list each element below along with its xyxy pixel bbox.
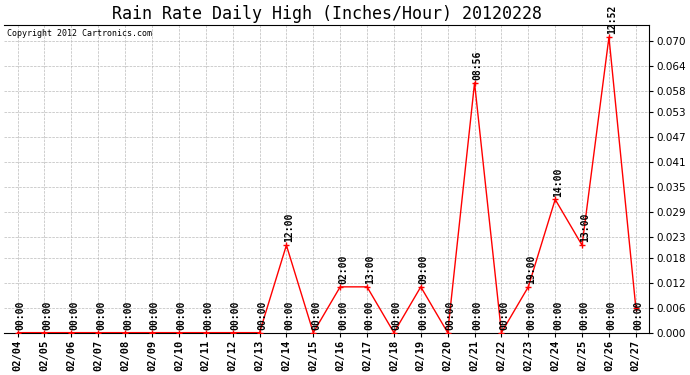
Text: 00:00: 00:00 xyxy=(204,300,213,330)
Text: 00:00: 00:00 xyxy=(123,300,133,330)
Text: 00:00: 00:00 xyxy=(553,300,563,330)
Title: Rain Rate Daily High (Inches/Hour) 20120228: Rain Rate Daily High (Inches/Hour) 20120… xyxy=(112,5,542,23)
Text: 00:00: 00:00 xyxy=(311,300,321,330)
Text: 00:00: 00:00 xyxy=(633,300,644,330)
Text: 00:00: 00:00 xyxy=(15,300,26,330)
Text: 00:00: 00:00 xyxy=(284,300,294,330)
Text: 00:00: 00:00 xyxy=(230,300,240,330)
Text: 00:00: 00:00 xyxy=(473,300,482,330)
Text: 00:00: 00:00 xyxy=(526,300,536,330)
Text: 14:00: 14:00 xyxy=(553,167,563,196)
Text: 00:00: 00:00 xyxy=(499,300,509,330)
Text: 00:00: 00:00 xyxy=(177,300,187,330)
Text: 02:00: 02:00 xyxy=(338,255,348,284)
Text: 00:00: 00:00 xyxy=(338,300,348,330)
Text: 00:00: 00:00 xyxy=(392,300,402,330)
Text: 13:00: 13:00 xyxy=(580,213,590,243)
Text: 00:00: 00:00 xyxy=(42,300,52,330)
Text: 00:00: 00:00 xyxy=(580,300,590,330)
Text: 00:00: 00:00 xyxy=(150,300,160,330)
Text: 13:00: 13:00 xyxy=(365,255,375,284)
Text: 00:00: 00:00 xyxy=(69,300,79,330)
Text: 00:00: 00:00 xyxy=(446,300,455,330)
Text: 00:00: 00:00 xyxy=(257,300,267,330)
Text: 00:00: 00:00 xyxy=(607,300,617,330)
Text: 12:00: 12:00 xyxy=(284,213,294,243)
Text: 09:00: 09:00 xyxy=(419,255,428,284)
Text: 00:00: 00:00 xyxy=(96,300,106,330)
Text: 00:00: 00:00 xyxy=(419,300,428,330)
Text: Copyright 2012 Cartronics.com: Copyright 2012 Cartronics.com xyxy=(8,29,152,38)
Text: 12:52: 12:52 xyxy=(607,5,617,34)
Text: 08:56: 08:56 xyxy=(473,51,482,80)
Text: 19:00: 19:00 xyxy=(526,255,536,284)
Text: 00:00: 00:00 xyxy=(365,300,375,330)
